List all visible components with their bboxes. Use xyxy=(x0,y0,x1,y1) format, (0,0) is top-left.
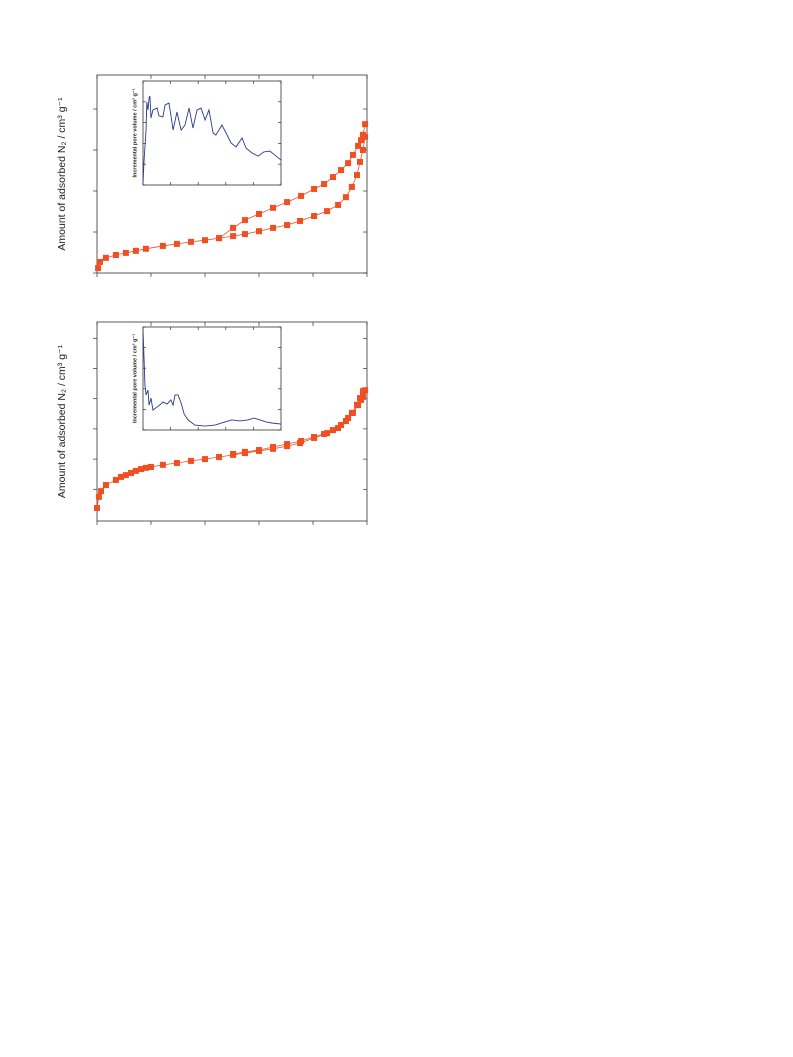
data-point xyxy=(297,217,304,224)
y-axis-label: Amount of adsorbed N₂ / cm³ g⁻¹ xyxy=(56,344,68,498)
pore-line xyxy=(142,330,282,427)
data-point xyxy=(173,240,180,247)
data-point xyxy=(202,237,208,244)
data-point xyxy=(256,210,262,217)
data-point xyxy=(284,222,291,229)
data-point xyxy=(216,235,223,242)
y-axis-label: Amount of adsorbed N₂ / cm³ g⁻¹ xyxy=(56,97,68,251)
data-point xyxy=(142,464,149,471)
data-point xyxy=(298,192,305,199)
data-point xyxy=(173,460,180,467)
data-point xyxy=(216,453,223,460)
data-point xyxy=(355,402,362,409)
data-point xyxy=(338,167,345,174)
data-point xyxy=(138,466,145,473)
data-point xyxy=(342,194,349,201)
data-point xyxy=(284,199,291,206)
data-point xyxy=(202,456,208,463)
data-point xyxy=(102,254,109,261)
data-point xyxy=(132,467,139,474)
data-point xyxy=(112,251,119,258)
data-point xyxy=(187,238,194,245)
data-point xyxy=(362,387,369,394)
data-point xyxy=(241,231,248,238)
plot-frame xyxy=(142,80,282,186)
pore-line xyxy=(142,95,282,183)
data-point xyxy=(362,121,369,128)
data-point xyxy=(95,493,102,500)
data-point xyxy=(349,151,356,158)
data-point xyxy=(230,233,237,240)
data-point xyxy=(256,228,262,235)
data-point xyxy=(241,448,248,455)
data-point xyxy=(187,457,194,464)
data-point xyxy=(270,224,277,231)
data-point xyxy=(311,213,318,220)
data-point xyxy=(230,224,237,231)
data-point xyxy=(159,242,166,249)
inset-y-label: Incremental pore volume / cm³ g⁻¹ xyxy=(131,88,138,177)
data-point xyxy=(230,450,237,457)
data-point xyxy=(321,431,328,438)
data-point xyxy=(311,185,318,192)
data-point xyxy=(345,160,352,167)
data-point xyxy=(159,461,166,468)
data-point xyxy=(358,396,365,403)
plot-frame xyxy=(142,326,282,431)
inset-y-label: Incremental pore volume / cm³ g⁻¹ xyxy=(131,334,138,423)
data-point xyxy=(329,427,336,434)
data-point xyxy=(355,142,362,149)
data-point xyxy=(324,208,331,215)
data-point xyxy=(335,424,342,431)
data-point xyxy=(329,174,336,181)
data-point xyxy=(359,147,366,154)
data-point xyxy=(122,472,129,479)
data-point xyxy=(270,444,277,451)
data-point xyxy=(358,137,365,144)
data-point xyxy=(359,393,366,400)
data-point xyxy=(98,488,105,495)
data-point xyxy=(270,204,277,211)
data-point xyxy=(128,469,135,476)
data-point xyxy=(122,249,129,256)
data-point xyxy=(311,434,318,441)
data-point xyxy=(148,463,154,470)
data-point xyxy=(342,418,349,425)
data-point xyxy=(256,447,262,454)
data-point xyxy=(95,265,102,272)
data-point xyxy=(96,258,103,265)
data-point xyxy=(348,183,355,190)
data-point xyxy=(298,437,305,444)
data-point xyxy=(132,247,139,254)
data-point xyxy=(241,217,248,224)
data-point xyxy=(345,415,352,422)
data-point xyxy=(359,131,366,138)
data-point xyxy=(321,181,328,188)
data-point xyxy=(118,473,125,480)
data-point xyxy=(102,482,109,489)
data-point xyxy=(142,245,149,252)
data-point xyxy=(112,476,119,483)
data-point xyxy=(94,505,100,512)
data-point xyxy=(338,421,345,428)
data-point xyxy=(284,440,291,447)
data-point xyxy=(354,172,361,179)
plot-frame xyxy=(96,74,368,274)
data-point xyxy=(335,201,342,208)
plot-frame xyxy=(96,321,368,522)
data-point xyxy=(356,158,363,165)
data-point xyxy=(349,409,356,416)
